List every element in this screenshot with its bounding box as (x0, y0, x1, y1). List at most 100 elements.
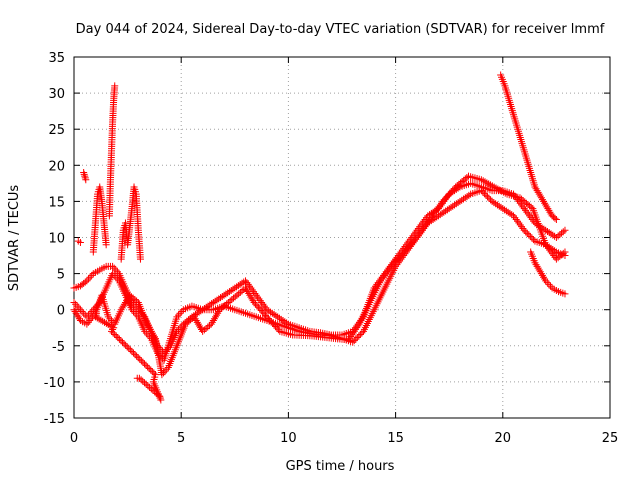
data-point (173, 313, 181, 321)
data-point (163, 365, 171, 373)
data-point (148, 368, 156, 376)
data-point (452, 200, 460, 208)
data-point (214, 309, 222, 317)
data-point (346, 334, 354, 342)
data-point (413, 234, 421, 241)
data-point (535, 190, 543, 198)
data-point (397, 251, 405, 259)
data-point (192, 317, 200, 325)
data-point (501, 206, 509, 214)
data-point (242, 284, 250, 292)
data-point (414, 232, 422, 240)
data-point (92, 311, 100, 319)
data-point (536, 192, 544, 200)
data-point (129, 349, 137, 357)
data-point (534, 264, 542, 272)
data-point (350, 337, 358, 345)
data-point (404, 243, 412, 251)
data-point (556, 231, 564, 239)
data-point (243, 279, 251, 287)
data-point (124, 295, 132, 303)
data-point (456, 197, 464, 205)
data-point (410, 237, 418, 245)
data-point (402, 246, 410, 254)
data-point (181, 320, 189, 328)
data-point (520, 205, 528, 213)
data-point (147, 327, 155, 335)
data-point (143, 320, 151, 328)
data-point (434, 212, 442, 220)
data-point (255, 295, 263, 303)
series-early-spike-5 (117, 183, 144, 263)
data-point (111, 330, 119, 338)
data-point (134, 354, 142, 362)
data-point (547, 282, 555, 290)
data-point (514, 217, 522, 225)
data-point (226, 297, 234, 305)
data-point (485, 194, 493, 202)
data-point (128, 306, 136, 314)
data-point (101, 318, 109, 326)
data-point (112, 332, 120, 340)
data-point (133, 352, 141, 360)
data-point (104, 313, 112, 321)
data-point (230, 294, 238, 302)
data-point (234, 282, 242, 290)
data-point (272, 312, 280, 320)
data-point (256, 297, 264, 305)
data-point (443, 206, 451, 214)
data-point (393, 256, 401, 264)
data-point (191, 315, 199, 323)
data-point (523, 208, 531, 216)
data-point (195, 308, 203, 316)
x-tick-label: 5 (177, 431, 185, 446)
data-point (435, 203, 443, 211)
data-point (262, 304, 270, 312)
data-point (215, 295, 223, 303)
data-point (254, 303, 262, 311)
data-point (392, 258, 400, 266)
data-point (279, 317, 287, 325)
data-point (418, 226, 426, 234)
data-point (72, 300, 80, 308)
y-tick-label: 20 (48, 159, 65, 174)
data-point (185, 317, 193, 325)
series-late-lower-trace (527, 248, 569, 298)
data-point (552, 234, 560, 241)
data-point (527, 214, 535, 222)
data-point (147, 385, 155, 393)
data-point (407, 240, 415, 248)
data-point (551, 214, 559, 222)
data-point (438, 209, 446, 217)
data-point (537, 270, 545, 278)
data-point (146, 326, 154, 334)
data-point (87, 315, 95, 323)
data-point (461, 194, 469, 202)
series-early-spike-4 (105, 82, 119, 220)
data-point (545, 280, 553, 288)
data-point (82, 176, 90, 184)
data-point (84, 275, 92, 283)
data-point (120, 300, 128, 308)
data-point (459, 195, 467, 203)
data-point (409, 238, 417, 246)
data-point (233, 291, 241, 299)
data-point (547, 248, 555, 256)
x-tick-label: 25 (602, 431, 619, 446)
data-point (499, 205, 507, 213)
data-point (552, 255, 560, 263)
data-point (264, 315, 272, 323)
data-point (541, 199, 549, 207)
data-point (81, 174, 89, 182)
series-early-spike-3 (89, 183, 110, 256)
data-point (267, 308, 275, 316)
data-point (97, 316, 105, 324)
data-point (385, 266, 393, 274)
data-point (113, 275, 121, 283)
data-point (528, 234, 536, 242)
data-point (213, 311, 221, 319)
data-point (112, 266, 120, 274)
x-axis-label: GPS time / hours (286, 459, 395, 474)
data-point (86, 317, 94, 325)
data-point (126, 291, 134, 299)
